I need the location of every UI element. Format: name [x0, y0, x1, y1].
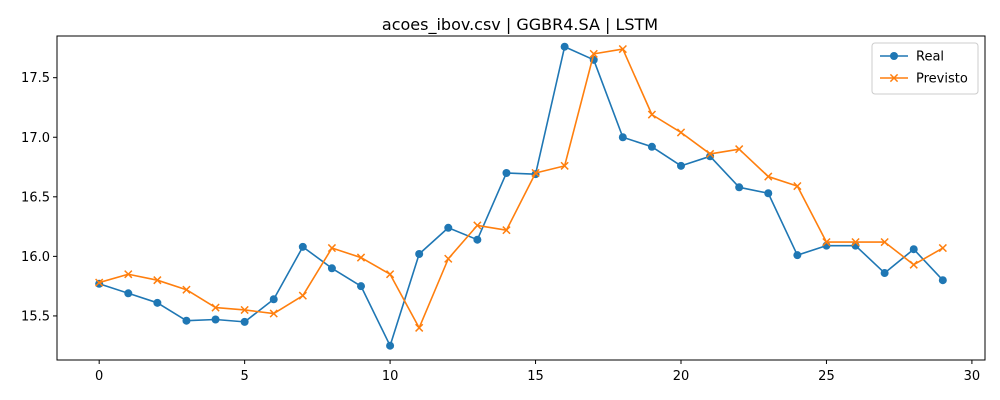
x-tick-label: 10: [382, 369, 399, 384]
data-point: [240, 317, 249, 326]
legend-marker: [890, 52, 898, 60]
data-point: [647, 110, 657, 119]
data-point: [327, 264, 336, 273]
data-point: [473, 221, 482, 230]
x-tick-label: 15: [527, 369, 544, 384]
y-tick-label: 17.5: [21, 71, 50, 86]
data-point: [735, 183, 744, 192]
legend-entry: Real: [880, 50, 944, 65]
data-point: [153, 276, 162, 285]
data-point: [793, 251, 802, 260]
y-tick-label: 15.5: [21, 309, 50, 324]
plot-area: [95, 42, 947, 350]
data-point: [298, 291, 307, 300]
x-tick-label: 30: [964, 369, 981, 384]
legend-label: Previsto: [916, 72, 968, 87]
legend-label: Real: [916, 50, 944, 65]
data-point: [735, 145, 744, 154]
data-point: [938, 276, 947, 285]
data-point: [909, 260, 918, 269]
data-point: [909, 245, 918, 254]
y-tick-label: 16.5: [21, 190, 50, 205]
data-point: [298, 242, 307, 251]
x-tick-label: 5: [240, 369, 248, 384]
data-point: [357, 282, 365, 291]
data-point: [560, 42, 569, 51]
data-point: [269, 295, 278, 304]
data-point: [647, 142, 656, 151]
axes-frame: [56, 35, 986, 361]
data-point: [618, 44, 627, 54]
series-real: [95, 42, 947, 350]
data-point: [415, 249, 424, 258]
data-point: [938, 243, 947, 253]
data-point: [618, 133, 627, 142]
data-point: [764, 172, 773, 181]
data-point: [444, 254, 453, 263]
data-point: [764, 189, 773, 198]
series-line: [98, 45, 944, 347]
data-point: [560, 161, 569, 170]
series-previsto: [95, 44, 947, 332]
data-point: [793, 181, 802, 191]
data-point: [386, 341, 395, 350]
x-tick-label: 25: [818, 369, 835, 384]
data-point: [705, 149, 715, 159]
data-point: [444, 223, 453, 232]
data-point: [502, 226, 511, 235]
data-point: [385, 270, 395, 279]
data-point: [211, 315, 220, 324]
data-point: [240, 305, 249, 315]
data-point: [822, 237, 831, 247]
data-point: [589, 49, 598, 58]
data-point: [502, 168, 511, 177]
legend-entry: Previsto: [880, 72, 968, 87]
y-axis: 15.5 16.0 16.5 17.0 17.5: [21, 71, 57, 324]
data-point: [880, 269, 889, 278]
data-point: [473, 235, 482, 244]
data-point: [153, 298, 162, 307]
data-point: [415, 323, 424, 332]
data-point: [356, 253, 366, 262]
data-point: [677, 161, 685, 170]
data-point: [124, 270, 133, 279]
chart-title: acoes_ibov.csv | GGBR4.SA | LSTM: [382, 15, 658, 35]
data-point: [851, 237, 860, 247]
y-tick-label: 16.0: [21, 250, 50, 265]
legend-marker: [889, 73, 899, 83]
data-point: [182, 285, 191, 294]
data-point: [269, 309, 278, 318]
x-axis: 0 5 10 15 20 25 30: [95, 360, 980, 384]
data-point: [676, 128, 686, 137]
data-point: [531, 168, 540, 178]
legend: Real Previsto: [871, 42, 979, 95]
y-tick-label: 17.0: [21, 131, 50, 146]
data-point: [95, 278, 104, 287]
data-point: [327, 243, 337, 253]
x-tick-label: 20: [673, 369, 690, 384]
data-point: [211, 303, 220, 312]
data-point: [880, 237, 889, 247]
data-point: [182, 316, 191, 325]
series-line: [98, 48, 944, 329]
x-tick-label: 0: [95, 369, 103, 384]
data-point: [124, 289, 133, 298]
